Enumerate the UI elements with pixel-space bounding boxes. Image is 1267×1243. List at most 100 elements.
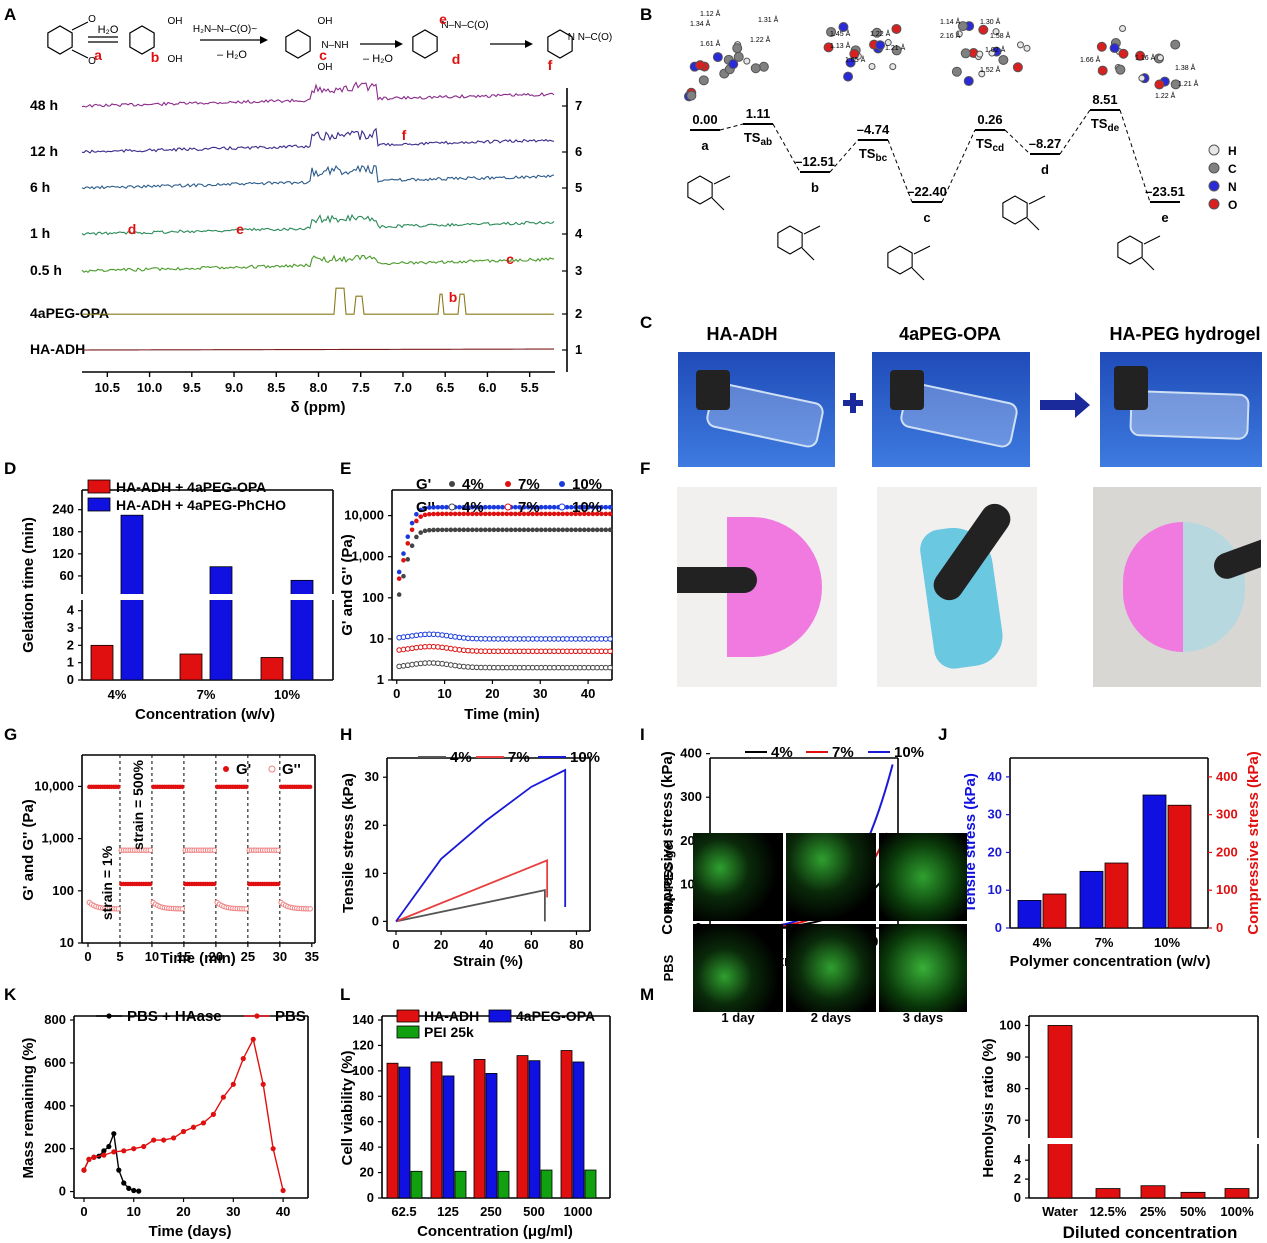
- e-point-G4: [401, 573, 406, 579]
- n-y-tick-label: 100: [999, 1017, 1021, 1032]
- l-y-axis-label: Cell viability (%): [339, 1050, 356, 1165]
- e-point-G4: [461, 527, 467, 533]
- a-peak-c: c: [506, 251, 514, 267]
- l-y-tick-label: 120: [352, 1037, 374, 1052]
- k-point: [210, 1111, 217, 1117]
- k-x-axis-label: Time (days): [148, 1223, 231, 1240]
- b-bond-length: 1.45 Å: [830, 29, 851, 38]
- b-atom: [1012, 62, 1023, 73]
- h-x-tick-label: 60: [524, 937, 538, 952]
- g-y-axis-label: G' and G'' (Pa): [20, 799, 37, 901]
- e-point-G4: [569, 527, 574, 533]
- e-point-G10: [435, 504, 441, 510]
- b-state: b: [811, 180, 819, 195]
- e-x-axis-label: Time (min): [464, 706, 540, 723]
- k-point: [250, 1036, 256, 1042]
- panel-label-K: K: [4, 985, 17, 1004]
- e-point-G4: [607, 527, 613, 533]
- g-x-tick-label: 0: [84, 949, 91, 964]
- g-x-tick-label: 30: [273, 949, 287, 964]
- b-state: a: [701, 138, 709, 153]
- b-bond-length: 1.16 Å: [1135, 53, 1156, 62]
- k-point: [180, 1128, 187, 1135]
- f-photo-blue-gel: [877, 487, 1037, 687]
- e-point-G7: [414, 518, 419, 524]
- e-point-G7: [431, 511, 436, 517]
- e-point-G4: [534, 527, 540, 533]
- a-spectrum-0: [81, 81, 555, 108]
- b-legend-atom-H: [1208, 144, 1220, 156]
- n-axis-break: [1023, 1138, 1264, 1144]
- d-legend-swatch-opa: [87, 479, 111, 494]
- panel-label-I: I: [640, 725, 645, 744]
- n-y-axis-label: Hemolysis ratio (%): [980, 1038, 997, 1177]
- l-bar-4aPEGOPA: [442, 1075, 455, 1199]
- a-x-tick-label: 6.5: [436, 380, 454, 395]
- b-legend-sym: O: [1228, 198, 1237, 212]
- e-legend-conc: 7%: [518, 499, 540, 516]
- j-x-axis-label: Polymer concentration (w/v): [1010, 953, 1211, 970]
- e-point-G7: [581, 511, 587, 517]
- b-structure-ring: [777, 225, 803, 255]
- b-structure-ring: [1117, 235, 1143, 265]
- e-point-G10: [607, 636, 613, 642]
- f-photo-pink-gel: [677, 487, 837, 687]
- k-point: [270, 1146, 276, 1152]
- e-point-G7: [396, 576, 402, 581]
- b-atom: [1016, 41, 1024, 49]
- b-energy: –8.27: [1029, 136, 1062, 151]
- e-y-tick-label: 10: [370, 631, 384, 646]
- l-legend-label: 4aPEG-OPA: [516, 1008, 595, 1024]
- k-point: [121, 1180, 127, 1186]
- e-point-G4: [586, 527, 591, 533]
- e-y-tick-label: 1,000: [351, 549, 384, 564]
- panel-label-A: A: [4, 5, 16, 24]
- j-x-tick-label: 10%: [1154, 935, 1180, 950]
- l-y-tick-label: 140: [352, 1012, 374, 1027]
- h-y-tick-label: 10: [365, 865, 379, 880]
- j-y-tick-label-right: 300: [1216, 807, 1238, 822]
- scheme-label-d: d: [452, 51, 461, 67]
- a-trace-label: 0.5 h: [30, 262, 62, 278]
- j-y-tick-label-right: 0: [1216, 920, 1223, 935]
- b-atom: [1170, 39, 1181, 50]
- e-point-G7: [594, 511, 600, 517]
- e-point-G10: [526, 504, 531, 510]
- b-ts-main: TS: [976, 136, 993, 151]
- b-bond-length: 1.34 Å: [690, 19, 711, 28]
- h-legend-label: 4%: [450, 749, 472, 766]
- n-x-tick-label: 100%: [1220, 1204, 1254, 1219]
- e-point-G10: [534, 504, 540, 510]
- e-y-tick-label: 100: [362, 590, 384, 605]
- g-y-tick-label: 10,000: [34, 778, 74, 793]
- reagent-h2o: H₂O: [98, 24, 119, 36]
- k-y-tick-label: 400: [44, 1098, 66, 1113]
- n-x-tick-label: Water: [1042, 1204, 1078, 1219]
- arrow-head: [395, 40, 403, 48]
- atom-n: N–N–C(O): [441, 20, 488, 31]
- d-y-tick-label: 4: [67, 603, 75, 618]
- e-point-G4: [487, 527, 492, 533]
- b-bond-length: 2.16 Å: [940, 31, 961, 40]
- n-y-tick-label: 0: [1014, 1190, 1021, 1205]
- l-legend-swatch: [488, 1009, 512, 1023]
- b-atom: [843, 71, 854, 82]
- k-point: [280, 1187, 286, 1194]
- e-point-G10: [607, 504, 613, 510]
- a-trace-number: 2: [575, 306, 582, 321]
- j-y-axis-label-right: Compressive stress (kPa): [1245, 751, 1262, 934]
- j-y-tick-label-right: 200: [1216, 844, 1238, 859]
- n-y-tick-label: 80: [1007, 1081, 1021, 1096]
- e-point-G10: [599, 504, 604, 510]
- l-bar-PEI25k: [497, 1170, 510, 1199]
- b-bond-length: 1.21 Å: [1178, 79, 1199, 88]
- j-bar-compressive: [1167, 804, 1192, 929]
- e-point-G4: [513, 527, 518, 533]
- g-y-tick-label: 1,000: [41, 831, 74, 846]
- k-x-tick-label: 10: [127, 1204, 141, 1219]
- e-y-tick-label: 10,000: [344, 508, 384, 523]
- a-trace-label: 1 h: [30, 225, 50, 241]
- e-point-G7: [495, 511, 501, 517]
- e-point-G10: [409, 520, 415, 526]
- l-bar-PEI25k: [410, 1170, 423, 1199]
